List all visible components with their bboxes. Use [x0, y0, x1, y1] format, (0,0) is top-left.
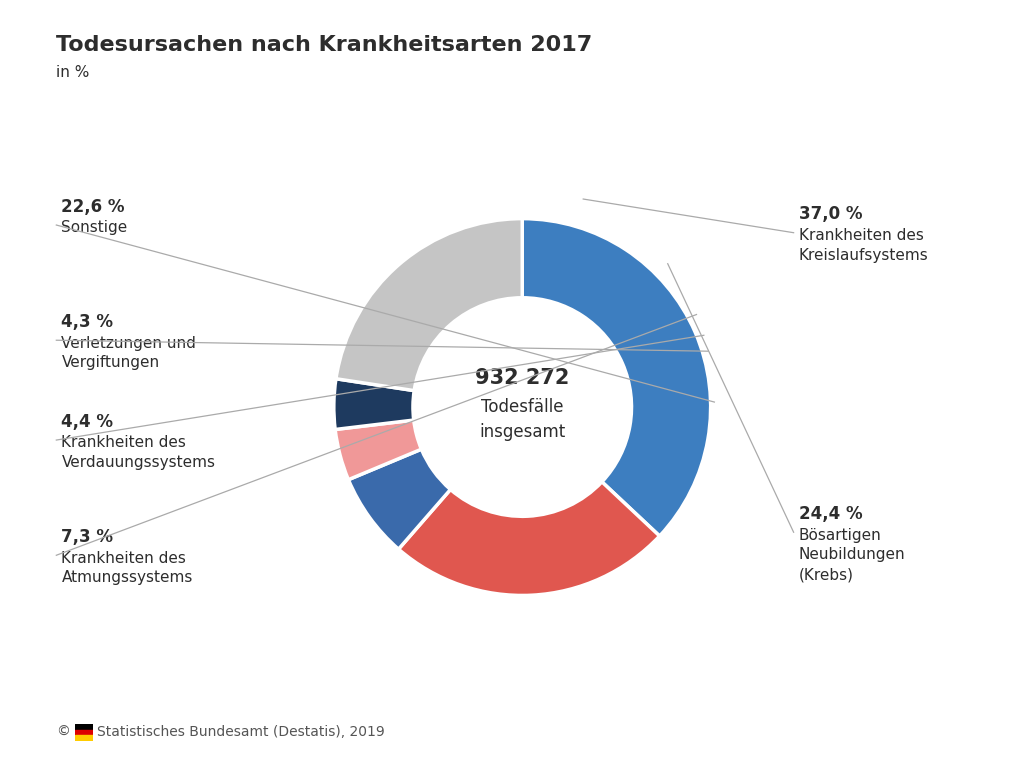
Text: 7,3 %: 7,3 %	[61, 528, 114, 546]
Text: ©: ©	[56, 725, 71, 739]
Text: 4,3 %: 4,3 %	[61, 313, 114, 331]
Text: 24,4 %: 24,4 %	[799, 505, 862, 523]
Text: Statistisches Bundesamt (Destatis), 2019: Statistisches Bundesamt (Destatis), 2019	[97, 725, 385, 739]
Text: 932 272: 932 272	[475, 368, 569, 388]
Wedge shape	[334, 379, 414, 429]
Wedge shape	[522, 219, 711, 536]
Text: Todesfälle
insgesamt: Todesfälle insgesamt	[479, 398, 565, 441]
Wedge shape	[348, 449, 451, 549]
Text: in %: in %	[56, 65, 90, 81]
Text: Bösartigen
Neubildungen
(Krebs): Bösartigen Neubildungen (Krebs)	[799, 528, 905, 582]
Text: 4,4 %: 4,4 %	[61, 413, 114, 431]
Wedge shape	[336, 219, 522, 391]
Bar	[75, 736, 93, 741]
Text: Todesursachen nach Krankheitsarten 2017: Todesursachen nach Krankheitsarten 2017	[56, 35, 593, 55]
Bar	[75, 724, 93, 730]
Text: 22,6 %: 22,6 %	[61, 198, 125, 216]
Text: Krankheiten des
Kreislaufsystems: Krankheiten des Kreislaufsystems	[799, 228, 929, 263]
Text: Krankheiten des
Atmungssystems: Krankheiten des Atmungssystems	[61, 551, 193, 585]
Text: 37,0 %: 37,0 %	[799, 206, 862, 223]
Text: Krankheiten des
Verdauungssystems: Krankheiten des Verdauungssystems	[61, 435, 215, 470]
Bar	[75, 730, 93, 736]
Text: Verletzungen und
Vergiftungen: Verletzungen und Vergiftungen	[61, 336, 197, 370]
Wedge shape	[335, 420, 422, 480]
Wedge shape	[398, 482, 659, 595]
Text: Sonstige: Sonstige	[61, 220, 128, 236]
